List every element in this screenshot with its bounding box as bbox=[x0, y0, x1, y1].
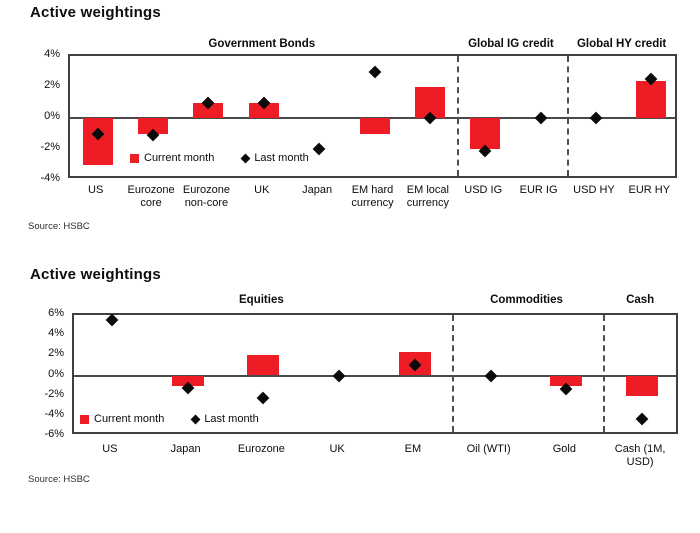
last-month-diamond-marker bbox=[635, 412, 649, 426]
chart-title: Active weightings bbox=[30, 266, 161, 283]
last-month-diamond-marker bbox=[484, 369, 497, 382]
y-axis-tick-label: -2% bbox=[44, 387, 64, 400]
chart-active-weightings-equities-commodities-cash: Active weightings Current month Last mon… bbox=[0, 262, 700, 533]
x-axis-category-label: USD HY bbox=[573, 184, 615, 196]
section-header: Commodities bbox=[490, 294, 563, 306]
current-month-bar bbox=[171, 375, 204, 386]
last-month-diamond-marker bbox=[368, 65, 381, 78]
section-header: Global HY credit bbox=[576, 38, 667, 50]
x-axis-category-label: Oil (WTI) bbox=[466, 443, 511, 455]
section-header: Cash bbox=[626, 294, 655, 306]
x-axis-category-label: EM bbox=[404, 443, 422, 455]
current-month-bar bbox=[82, 118, 113, 165]
x-axis-category-label: EM hard currency bbox=[351, 184, 394, 209]
current-month-bar bbox=[138, 118, 169, 134]
x-axis-category-label: Cash (1M, USD) bbox=[614, 443, 666, 468]
current-month-bar bbox=[193, 102, 224, 118]
plot-area bbox=[68, 54, 677, 178]
section-header: Global IG credit bbox=[468, 38, 554, 50]
y-axis-tick-label: -2% bbox=[40, 141, 60, 153]
legend-item-last-month: Last month bbox=[240, 152, 309, 164]
current-month-bar bbox=[636, 80, 667, 118]
last-month-diamond-marker bbox=[105, 313, 119, 327]
current-month-bar bbox=[626, 375, 659, 396]
plot-area bbox=[72, 313, 678, 434]
x-axis-category-label: Japan bbox=[302, 184, 333, 196]
y-axis-tick-label: 0% bbox=[44, 110, 60, 122]
x-axis-category-label: EM local currency bbox=[406, 184, 449, 209]
section-header: Government Bonds bbox=[208, 38, 316, 50]
section-divider-line bbox=[451, 315, 454, 432]
x-axis-category-label: UK bbox=[329, 443, 345, 455]
last-month-diamond-marker bbox=[534, 111, 547, 125]
legend-label-last-month: Last month bbox=[254, 152, 309, 164]
y-axis-tick-label: 4% bbox=[48, 327, 64, 340]
legend: Current month Last month bbox=[130, 152, 309, 164]
y-axis-tick-label: -6% bbox=[44, 428, 64, 440]
legend-label-last-month: Last month bbox=[204, 413, 259, 425]
y-axis-tick-label: 0% bbox=[48, 367, 64, 380]
x-axis-category-label: Eurozone non-core bbox=[182, 184, 230, 209]
y-axis-tick-label: 6% bbox=[48, 307, 64, 319]
legend: Current month Last month bbox=[80, 413, 259, 425]
section-divider-line bbox=[603, 315, 606, 432]
section-divider-line bbox=[456, 56, 459, 176]
legend-label-current-month: Current month bbox=[94, 413, 165, 425]
y-axis-tick-label: 2% bbox=[48, 347, 64, 360]
x-axis-category-label: US bbox=[88, 184, 104, 196]
y-axis-tick-label: 4% bbox=[44, 48, 60, 60]
x-axis-category-label: USD IG bbox=[464, 184, 503, 196]
y-axis-tick-label: -4% bbox=[40, 172, 60, 184]
current-month-bar bbox=[359, 118, 390, 134]
current-month-bar bbox=[470, 118, 501, 149]
x-axis-category-label: US bbox=[102, 443, 118, 455]
source-note: Source: HSBC bbox=[28, 474, 90, 485]
source-note: Source: HSBC bbox=[28, 221, 90, 232]
last-month-diamond-icon bbox=[190, 414, 201, 424]
legend-item-current-month: Current month bbox=[130, 152, 214, 164]
x-axis-category-label: Eurozone core bbox=[127, 184, 175, 209]
current-month-bar bbox=[247, 355, 280, 376]
x-axis-category-label: Eurozone bbox=[237, 443, 285, 455]
x-axis-category-label: EUR HY bbox=[628, 184, 671, 196]
y-axis-tick-label: -4% bbox=[44, 407, 64, 420]
last-month-diamond-marker bbox=[312, 142, 326, 156]
current-month-square-icon bbox=[80, 414, 89, 424]
current-month-bar bbox=[248, 102, 279, 118]
x-axis-category-label: Japan bbox=[170, 443, 201, 455]
last-month-diamond-marker bbox=[589, 111, 603, 125]
legend-item-current-month: Current month bbox=[80, 413, 164, 425]
section-header: Equities bbox=[239, 294, 284, 306]
chart-title: Active weightings bbox=[30, 4, 161, 21]
section-divider-line bbox=[567, 56, 570, 176]
current-month-bar bbox=[550, 375, 583, 386]
x-axis-category-label: EUR IG bbox=[519, 184, 558, 196]
x-axis-category-label: UK bbox=[254, 184, 270, 196]
zero-axis-line bbox=[74, 374, 676, 377]
chart-active-weightings-bonds-credit: Active weightings Current month Last mon… bbox=[0, 0, 700, 262]
last-month-diamond-marker bbox=[257, 391, 270, 405]
legend-item-last-month: Last month bbox=[190, 413, 259, 425]
last-month-diamond-icon bbox=[240, 153, 251, 163]
last-month-diamond-marker bbox=[332, 369, 346, 382]
y-axis-tick-label: 2% bbox=[44, 79, 60, 91]
x-axis-category-label: Gold bbox=[552, 443, 576, 455]
legend-label-current-month: Current month bbox=[144, 152, 215, 164]
current-month-square-icon bbox=[130, 153, 139, 163]
